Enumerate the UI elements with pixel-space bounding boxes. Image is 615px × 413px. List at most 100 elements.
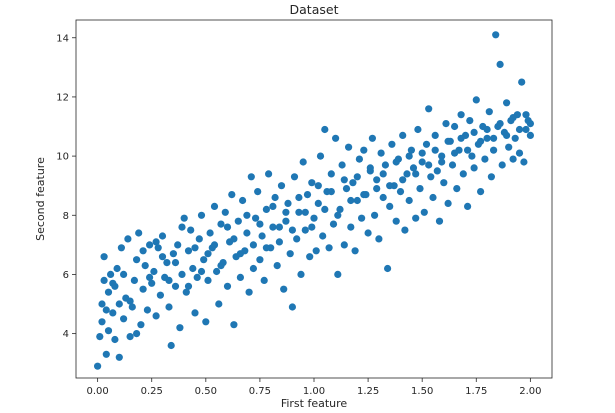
- scatter-point: [308, 223, 316, 231]
- scatter-point: [435, 217, 444, 225]
- scatter-point: [297, 270, 305, 278]
- scatter-point: [282, 208, 290, 216]
- scatter-point: [189, 264, 197, 273]
- scatter-point: [117, 244, 125, 252]
- scatter-point: [258, 232, 266, 240]
- scatter-point: [187, 226, 195, 234]
- scatter-point: [109, 279, 117, 287]
- scatter-point: [327, 170, 335, 178]
- scatter-point: [286, 250, 294, 258]
- scatter-point: [347, 223, 355, 231]
- scatter-point: [269, 202, 277, 210]
- y-tick-label: 14: [56, 33, 69, 44]
- scatter-point: [522, 125, 530, 134]
- scatter-point: [165, 276, 173, 284]
- scatter-point: [137, 321, 145, 329]
- scatter-point: [425, 161, 433, 169]
- scatter-point: [487, 173, 495, 181]
- scatter-point: [167, 341, 175, 350]
- scatter-point: [360, 191, 368, 199]
- scatter-point: [146, 241, 154, 249]
- scatter-point: [245, 288, 253, 296]
- scatter-point: [102, 350, 110, 358]
- scatter-point: [334, 211, 342, 219]
- x-tick-label: 1.25: [357, 386, 379, 397]
- scatter-point: [457, 111, 465, 119]
- scatter-point: [169, 250, 177, 258]
- scatter-point: [301, 226, 309, 234]
- scatter-point: [197, 267, 206, 276]
- scatter-point: [100, 253, 108, 261]
- scatter-point: [239, 196, 247, 205]
- scatter-point: [340, 241, 348, 249]
- scatter-point: [314, 199, 322, 207]
- scatter-point: [377, 149, 385, 157]
- scatter-point: [409, 164, 418, 172]
- scatter-point: [213, 267, 221, 276]
- scatter-point: [505, 143, 513, 151]
- scatter-point: [386, 182, 394, 190]
- scatter-point: [431, 146, 439, 154]
- scatter-point: [483, 134, 491, 142]
- scatter-point: [388, 140, 396, 148]
- scatter-point: [210, 241, 219, 249]
- scatter-point: [453, 185, 461, 193]
- scatter-point: [468, 152, 476, 160]
- scatter-point: [316, 152, 325, 160]
- scatter-point: [128, 303, 136, 311]
- scatter-point: [349, 179, 357, 187]
- scatter-point: [104, 288, 113, 296]
- scatter-point: [427, 173, 435, 181]
- scatter-point: [143, 306, 151, 314]
- scatter-point: [420, 208, 428, 216]
- scatter-point: [178, 270, 186, 278]
- scatter-point: [262, 205, 270, 213]
- scatter-point: [368, 134, 376, 142]
- scatter-point: [405, 152, 413, 160]
- scatter-point: [202, 318, 210, 326]
- scatter-point: [464, 202, 472, 210]
- y-tick-label: 10: [56, 152, 69, 163]
- scatter-point: [96, 333, 104, 341]
- scatter-point: [418, 149, 426, 157]
- scatter-point: [100, 276, 108, 284]
- scatter-point: [418, 158, 426, 166]
- scatter-point: [321, 205, 329, 213]
- scatter-point: [373, 176, 381, 184]
- scatter-point: [256, 256, 264, 264]
- plot-frame: [75, 19, 553, 379]
- scatter-point: [154, 244, 162, 252]
- scatter-point: [355, 155, 363, 163]
- scatter-point: [273, 262, 281, 270]
- scatter-point: [193, 273, 201, 281]
- scatter-point: [163, 259, 171, 267]
- x-tick-label: 1.00: [303, 386, 325, 397]
- scatter-point: [522, 111, 530, 119]
- scatter-point: [156, 291, 164, 299]
- scatter-point: [124, 235, 132, 243]
- scatter-point: [221, 208, 229, 216]
- scatter-point: [321, 125, 329, 134]
- scatter-point: [152, 238, 160, 246]
- scatter-point: [451, 149, 459, 157]
- scatter-point: [492, 31, 500, 39]
- y-tick-label: 4: [63, 329, 69, 340]
- scatter-point: [301, 208, 309, 216]
- scatter-point: [223, 282, 232, 290]
- scatter-point: [133, 256, 141, 264]
- scatter-point: [135, 229, 143, 237]
- scatter-point: [399, 131, 407, 139]
- scatter-point: [496, 120, 504, 128]
- scatter-point: [141, 262, 149, 270]
- scatter-point: [180, 214, 188, 222]
- scatter-point: [139, 247, 147, 255]
- scatter-point: [399, 176, 407, 184]
- scatter-point: [104, 327, 113, 335]
- scatter-point: [425, 105, 433, 113]
- scatter-point: [280, 285, 288, 293]
- y-tick-label: 6: [63, 270, 69, 281]
- y-axis: 4 6 8 10 12 14: [56, 33, 76, 340]
- scatter-point: [288, 303, 296, 311]
